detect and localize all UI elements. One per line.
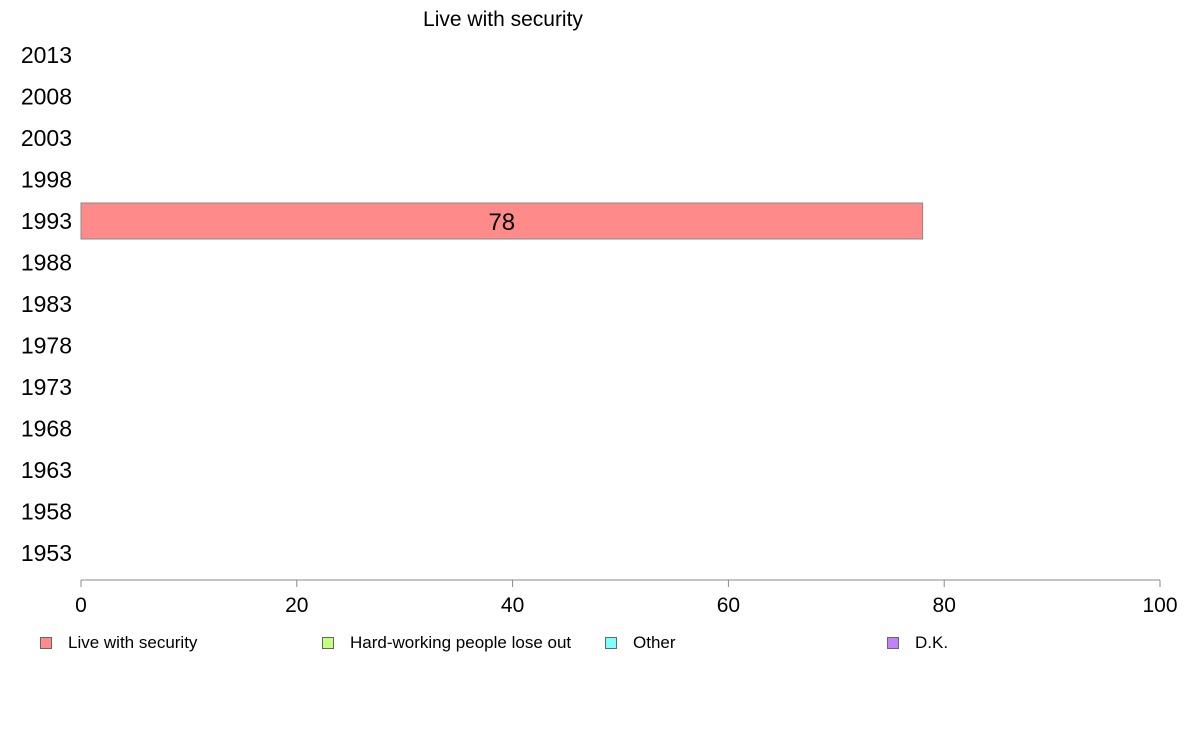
y-tick-label: 1978: [21, 333, 72, 359]
y-axis-labels: 2013 2008 2003 1998 1993 1988 1983 1978 1973 1968…: [21, 42, 72, 566]
y-tick-label: 2013: [21, 42, 72, 68]
legend-label: Hard-working people lose out: [350, 633, 572, 652]
legend-label: Live with security: [68, 633, 198, 652]
legend: Live with security Hard-working people l…: [0, 633, 1188, 657]
legend-item-live-with-security: Live with security: [40, 633, 197, 653]
legend-item-dk: D.K.: [887, 633, 948, 653]
chart-area: Live with security 2013 2008 2003 1998 1993 1…: [21, 8, 1178, 617]
legend-label: Other: [633, 633, 676, 652]
y-tick-label: 1963: [21, 457, 72, 483]
bar: [80, 202, 924, 240]
legend-item-hard-working: Hard-working people lose out: [322, 633, 571, 653]
x-tick-label: 100: [1142, 594, 1177, 617]
legend-item-other: Other: [605, 633, 676, 653]
bars: 78: [80, 202, 924, 240]
y-tick-label: 1953: [21, 540, 72, 566]
y-tick-label: 1958: [21, 499, 72, 525]
legend-label: D.K.: [915, 633, 949, 652]
bar-value-label: 78: [488, 209, 515, 236]
y-tick-label: 1983: [21, 291, 72, 317]
y-tick-label: 2003: [21, 125, 72, 151]
y-tick-label: 2008: [21, 84, 72, 110]
y-tick-label: 1993: [21, 208, 72, 234]
x-tick-label: 60: [717, 594, 740, 617]
y-tick-label: 1998: [21, 167, 72, 193]
x-tick-label: 80: [933, 594, 956, 617]
legend-swatch: [322, 637, 334, 649]
legend-swatch: [40, 637, 52, 649]
x-tick-label: 20: [285, 594, 308, 617]
y-tick-label: 1973: [21, 374, 72, 400]
x-tick-label: 40: [501, 594, 524, 617]
legend-swatch: [605, 637, 617, 649]
x-axis: 0 20 40 60 80 100: [75, 579, 1178, 617]
legend-swatch: [887, 637, 899, 649]
chart-title: Live with security: [423, 8, 583, 31]
y-tick-label: 1988: [21, 250, 72, 276]
x-tick-label: 0: [75, 594, 87, 617]
y-tick-label: 1968: [21, 416, 72, 442]
